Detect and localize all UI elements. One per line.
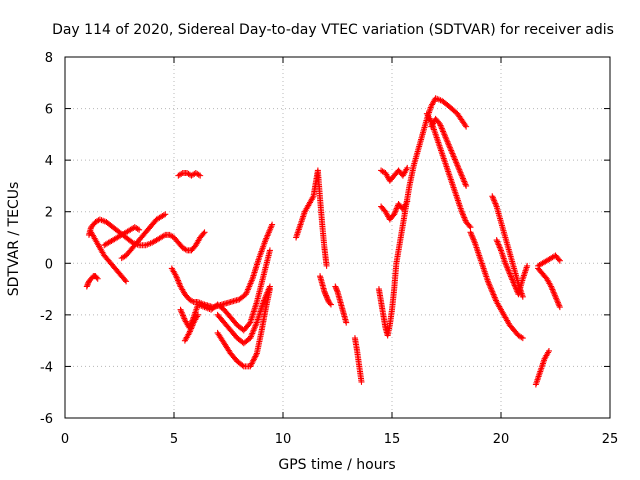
series-track-1 — [85, 216, 208, 254]
data-point — [194, 311, 201, 318]
data-point — [326, 300, 333, 307]
x-tick-label: 10 — [275, 432, 292, 447]
data-point — [556, 304, 563, 311]
y-tick-label: 8 — [45, 51, 53, 66]
data-point — [555, 256, 562, 263]
data-point — [197, 172, 204, 179]
plot-frame — [64, 56, 611, 419]
series-track-21 — [467, 229, 526, 342]
series-track-4 — [101, 224, 143, 249]
axis-ticks: 0 5 10 15 20 25 -6 -4 -2 0 2 4 6 8 — [40, 51, 618, 447]
data-point — [136, 226, 143, 233]
series-track-14 — [332, 283, 350, 326]
series-track-24 — [535, 265, 563, 311]
y-tick-label: 4 — [45, 154, 53, 169]
data-point — [463, 182, 470, 189]
series-track-8 — [177, 247, 273, 334]
data-point — [323, 262, 330, 269]
data-point — [358, 378, 365, 385]
series-track-12 — [293, 167, 330, 269]
data-point — [269, 221, 276, 228]
data-point — [404, 164, 411, 171]
chart-title: Day 114 of 2020, Sidereal Day-to-day VTE… — [52, 22, 614, 38]
series-track-15 — [351, 335, 365, 385]
series-track-2 — [88, 229, 130, 285]
y-tick-label: -4 — [40, 360, 53, 375]
series-track-25 — [535, 252, 563, 269]
series-track-18 — [378, 198, 411, 223]
y-tick-label: -6 — [40, 412, 53, 427]
data-point — [266, 247, 273, 254]
series-track-20 — [428, 115, 470, 189]
series-track-26 — [532, 347, 552, 388]
data-point — [94, 275, 101, 282]
data-point — [524, 262, 531, 269]
data-point — [462, 122, 469, 129]
data-points — [83, 95, 563, 388]
series-track-9 — [181, 311, 201, 344]
series-track-10 — [214, 283, 273, 347]
data-point — [200, 230, 207, 237]
x-axis-label: GPS time / hours — [278, 457, 395, 473]
series-track-5 — [118, 211, 169, 262]
y-axis-label: SDTVAR / TECUs — [6, 182, 22, 297]
series-track-19 — [423, 110, 474, 231]
series-track-11 — [214, 286, 273, 370]
data-point — [545, 347, 552, 354]
data-point — [239, 362, 246, 369]
data-point — [162, 211, 169, 218]
data-point — [467, 224, 474, 231]
data-point — [404, 198, 411, 205]
gridlines — [65, 57, 610, 418]
data-point — [201, 229, 208, 236]
x-tick-label: 0 — [61, 432, 69, 447]
data-point — [253, 351, 260, 358]
x-tick-label: 20 — [493, 432, 510, 447]
data-point — [519, 335, 526, 342]
data-point — [266, 286, 273, 293]
series-track-23 — [493, 237, 531, 298]
data-point — [123, 278, 130, 285]
series-track-17 — [378, 164, 411, 184]
y-tick-label: 2 — [45, 206, 53, 221]
data-point — [556, 257, 563, 264]
x-tick-label: 15 — [384, 432, 401, 447]
series-track-3 — [83, 273, 101, 290]
data-point — [327, 301, 334, 308]
y-tick-label: -2 — [40, 309, 53, 324]
y-tick-label: 6 — [45, 103, 53, 118]
series-track-6 — [175, 170, 204, 179]
data-point — [519, 293, 526, 300]
series-track-13 — [317, 273, 334, 308]
data-point — [93, 274, 100, 281]
x-tick-label: 5 — [170, 432, 178, 447]
data-point — [343, 319, 350, 326]
x-tick-label: 25 — [602, 432, 619, 447]
data-point — [121, 277, 128, 284]
data-point — [463, 123, 470, 130]
data-point — [466, 222, 473, 229]
y-tick-label: 0 — [45, 257, 53, 272]
